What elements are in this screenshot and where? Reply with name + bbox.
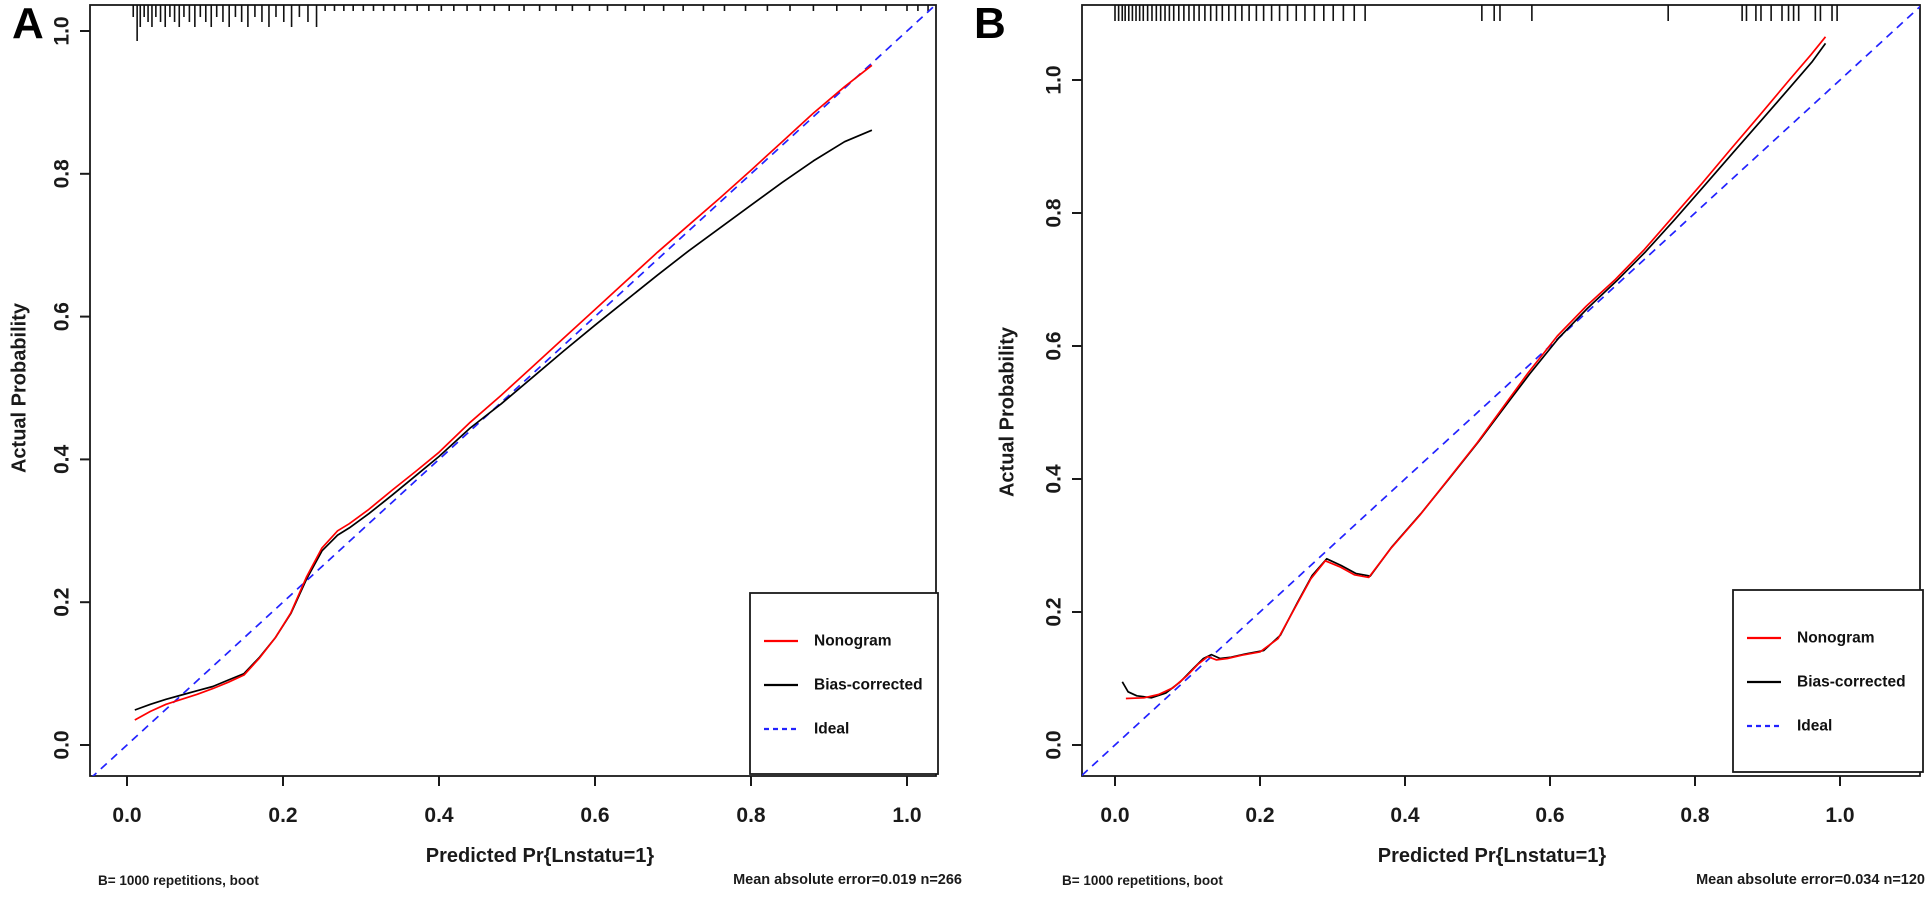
legend-label: Bias-corrected	[1797, 674, 1906, 691]
y-tick-label: 0.2	[51, 588, 74, 617]
legend-box	[749, 592, 939, 775]
plot-svg-a: 0.0 0.2 0.4 0.6 0.8 1.0 0.0 0.2 0.4 0.6 0.8 1.0 Nono…	[51, 4, 939, 827]
panel-a: 0.0 0.2 0.4 0.6 0.8 1.0 0.0 0.2 0.4 0.6 0.8 1.0 Nono…	[0, 0, 963, 898]
y-tick-label: 1.0	[51, 16, 74, 45]
x-tick-label: 0.6	[1535, 804, 1564, 827]
y-tick-label: 0.6	[1043, 331, 1066, 360]
legend-label: Ideal	[1797, 718, 1832, 735]
x-tick-label: 0.0	[112, 804, 141, 827]
y-tick-label: 0.0	[1043, 730, 1066, 759]
x-axis-title-a: Predicted Pr{Lnstatu=1}	[425, 845, 655, 867]
y-axis-title-a: Actual Probability	[8, 302, 31, 474]
x-tick-label: 0.6	[580, 804, 609, 827]
x-tick-label: 0.4	[1390, 804, 1420, 827]
bootstrap-note-b: B= 1000 repetitions, boot	[1062, 873, 1223, 888]
x-tick-label: 1.0	[892, 804, 921, 827]
x-tick-label: 1.0	[1825, 804, 1854, 827]
legend-label: Ideal	[814, 721, 849, 738]
bias-corrected-curve	[1121, 42, 1827, 699]
y-tick-label: 0.4	[51, 444, 74, 474]
y-tick-label: 0.0	[51, 730, 74, 759]
legend-label: Nonogram	[814, 633, 892, 650]
mae-note-a: Mean absolute error=0.019 n=266	[733, 872, 962, 888]
ideal-curve	[91, 5, 936, 776]
x-axis-title-b: Predicted Pr{Lnstatu=1}	[1377, 845, 1607, 867]
y-tick-label: 0.6	[51, 302, 74, 331]
y-tick-label: 0.8	[1043, 198, 1066, 228]
y-tick-label: 0.8	[51, 159, 74, 189]
y-axis-title-b: Actual Probability	[996, 326, 1019, 498]
x-tick-label: 0.8	[736, 804, 766, 827]
plot-frame	[1081, 4, 1921, 777]
y-tick-label: 0.2	[1043, 597, 1066, 626]
ideal-curve	[1082, 5, 1920, 776]
plot-svg-b: 0.0 0.2 0.4 0.6 0.8 1.0 0.0 0.2 0.4 0.6 0.8 1.0 Nono…	[1043, 4, 1924, 827]
x-tick-label: 0.8	[1680, 804, 1710, 827]
bias-corrected-curve	[134, 129, 873, 711]
x-tick-label: 0.4	[424, 804, 454, 827]
plot-frame	[89, 4, 937, 777]
nonogram-curve	[134, 64, 873, 721]
y-tick-label: 1.0	[1043, 65, 1066, 94]
panel-a-label: A	[12, 0, 44, 48]
nonogram-curve	[1125, 36, 1827, 700]
mae-note-b: Mean absolute error=0.034 n=120	[1696, 872, 1925, 888]
x-tick-label: 0.2	[1245, 804, 1274, 827]
panel-b-label: B	[974, 0, 1006, 48]
x-tick-label: 0.0	[1100, 804, 1129, 827]
panel-b: 0.0 0.2 0.4 0.6 0.8 1.0 0.0 0.2 0.4 0.6 0.8 1.0 Nono…	[964, 0, 1927, 898]
x-tick-label: 0.2	[268, 804, 297, 827]
y-tick-label: 0.4	[1043, 464, 1066, 494]
bootstrap-note-a: B= 1000 repetitions, boot	[98, 873, 259, 888]
legend-label: Bias-corrected	[814, 677, 923, 694]
legend-label: Nonogram	[1797, 630, 1875, 647]
